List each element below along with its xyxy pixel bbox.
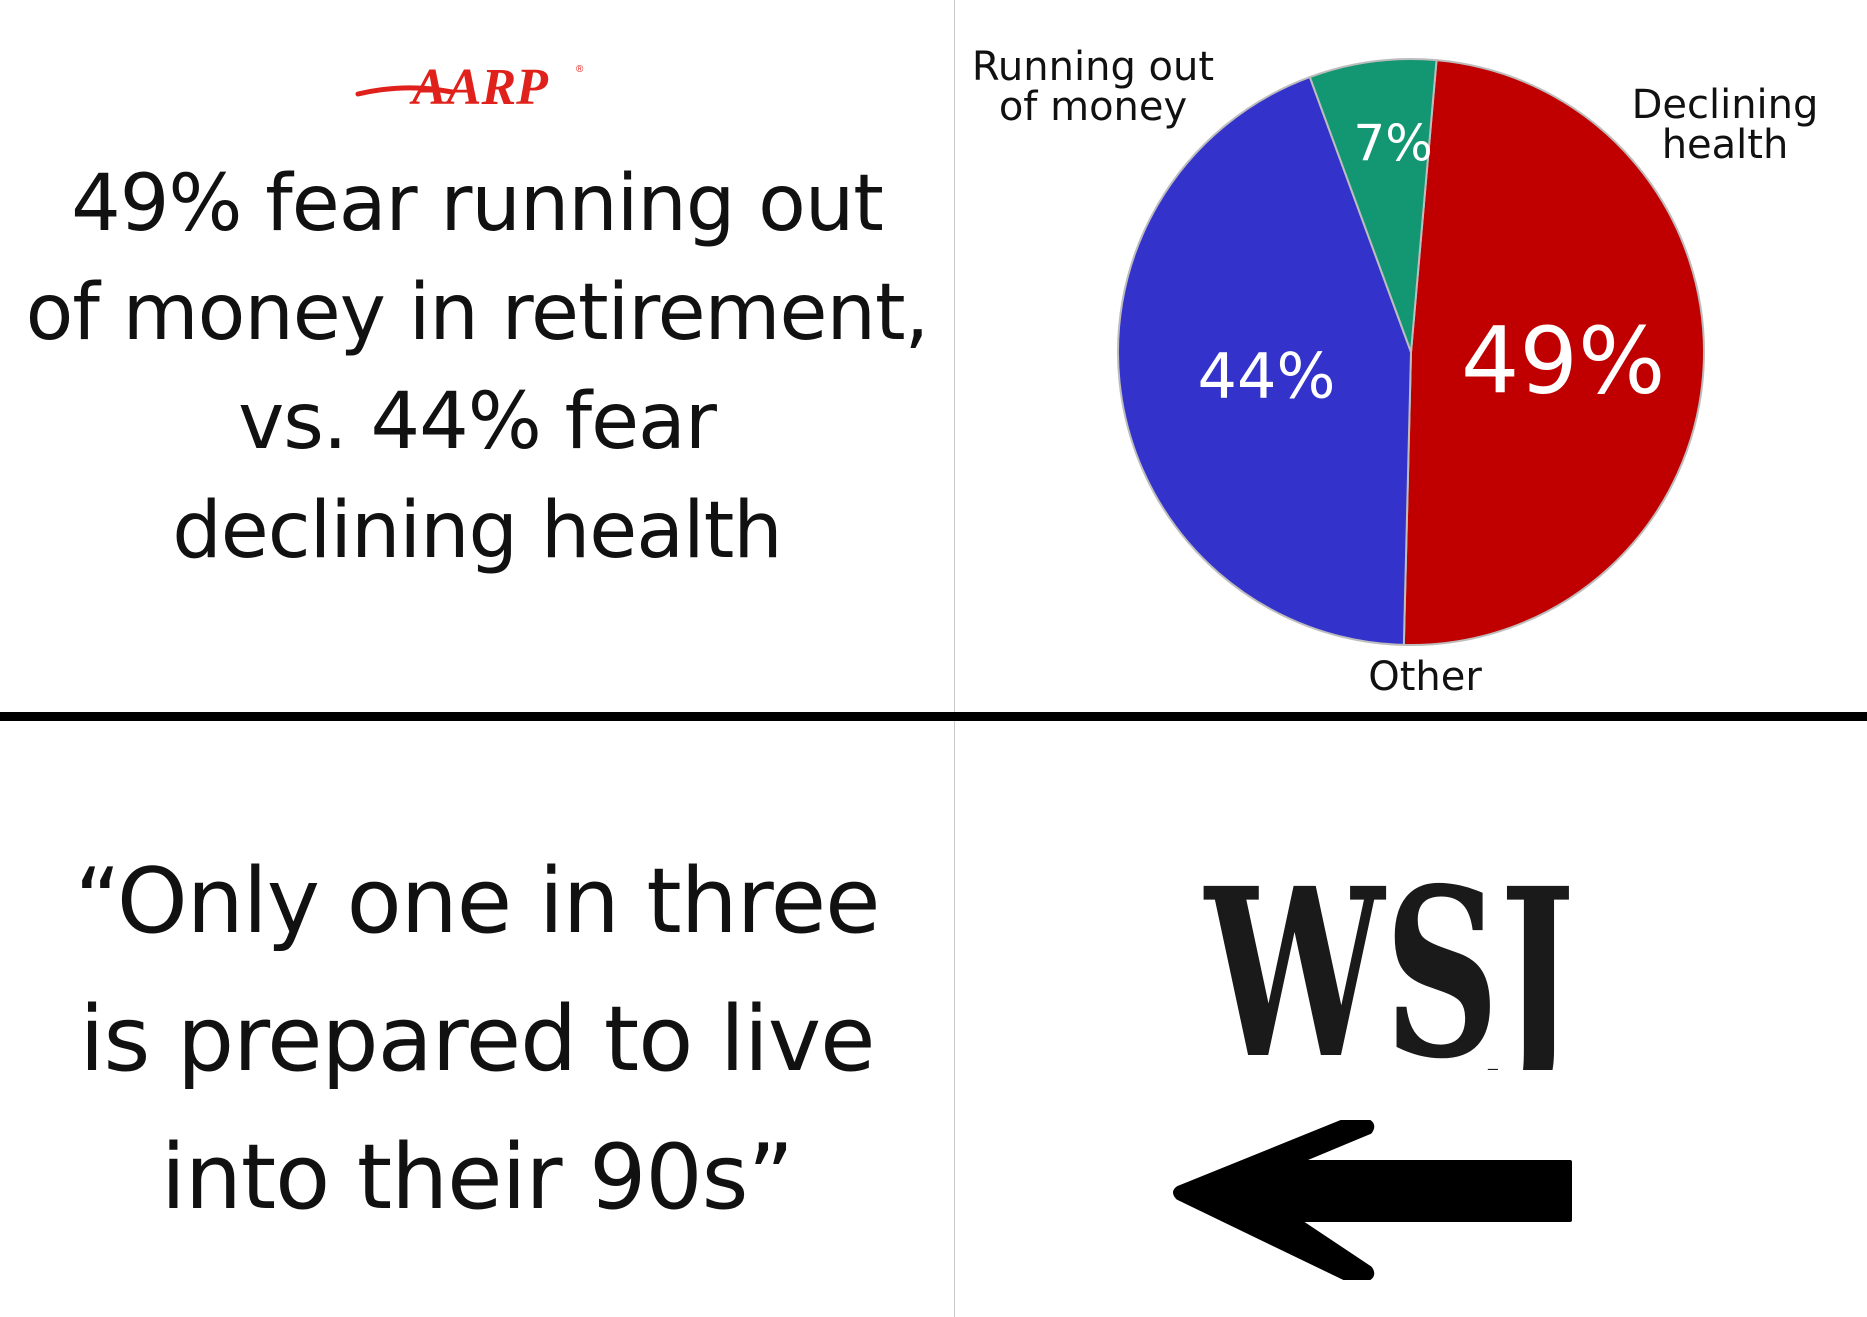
wsj-quote: “Only one in three is prepared to live i… bbox=[10, 833, 944, 1247]
pie-category-label: Declining bbox=[1632, 82, 1819, 128]
pie-category-label: of money bbox=[999, 84, 1187, 130]
pie-slice bbox=[1308, 58, 1438, 353]
aarp-headline: 49% fear running out of money in retirem… bbox=[10, 150, 944, 586]
pie-category-label: health bbox=[1662, 122, 1789, 168]
pie-chart-panel: 49% 44% 7% Running out of money Declining heal… bbox=[955, 0, 1867, 712]
arrow-left-icon bbox=[1173, 1120, 1572, 1280]
aarp-logo: AARP ® bbox=[355, 59, 584, 116]
aarp-panel: AARP ® 49% fear running out of money in … bbox=[0, 0, 954, 712]
aarp-registered-mark: ® bbox=[576, 64, 584, 75]
vertical-divider bbox=[954, 0, 955, 1317]
pie-value-label: 7% bbox=[1353, 114, 1432, 172]
quote-line: into their 90s” bbox=[160, 1125, 794, 1230]
wsj-logo: WSJ bbox=[1203, 860, 1575, 1070]
quote-panel: “Only one in three is prepared to live i… bbox=[0, 723, 954, 1317]
wsj-panel: WSJ bbox=[955, 723, 1867, 1317]
wsj-logo-text: WSJ bbox=[1203, 860, 1575, 1070]
pie-category-label: Running out bbox=[972, 44, 1214, 90]
quote-line: “Only one in three bbox=[74, 849, 880, 954]
aarp-logo-text: AARP bbox=[409, 59, 549, 116]
pie-category-label: Other bbox=[1368, 654, 1482, 700]
quote-line: is prepared to live bbox=[79, 987, 875, 1092]
horizontal-divider bbox=[0, 712, 1867, 721]
pie-value-label: 44% bbox=[1198, 340, 1336, 413]
aarp-logo-swoosh bbox=[355, 85, 455, 97]
headline-line: of money in retirement, bbox=[25, 268, 930, 358]
headline-line: declining health bbox=[172, 486, 783, 576]
pie-slice bbox=[1402, 59, 1705, 646]
pie-slice bbox=[1117, 75, 1413, 646]
pie-value-label: 49% bbox=[1461, 308, 1665, 415]
headline-line: 49% fear running out bbox=[71, 159, 884, 249]
headline-line: vs. 44% fear bbox=[238, 377, 717, 467]
